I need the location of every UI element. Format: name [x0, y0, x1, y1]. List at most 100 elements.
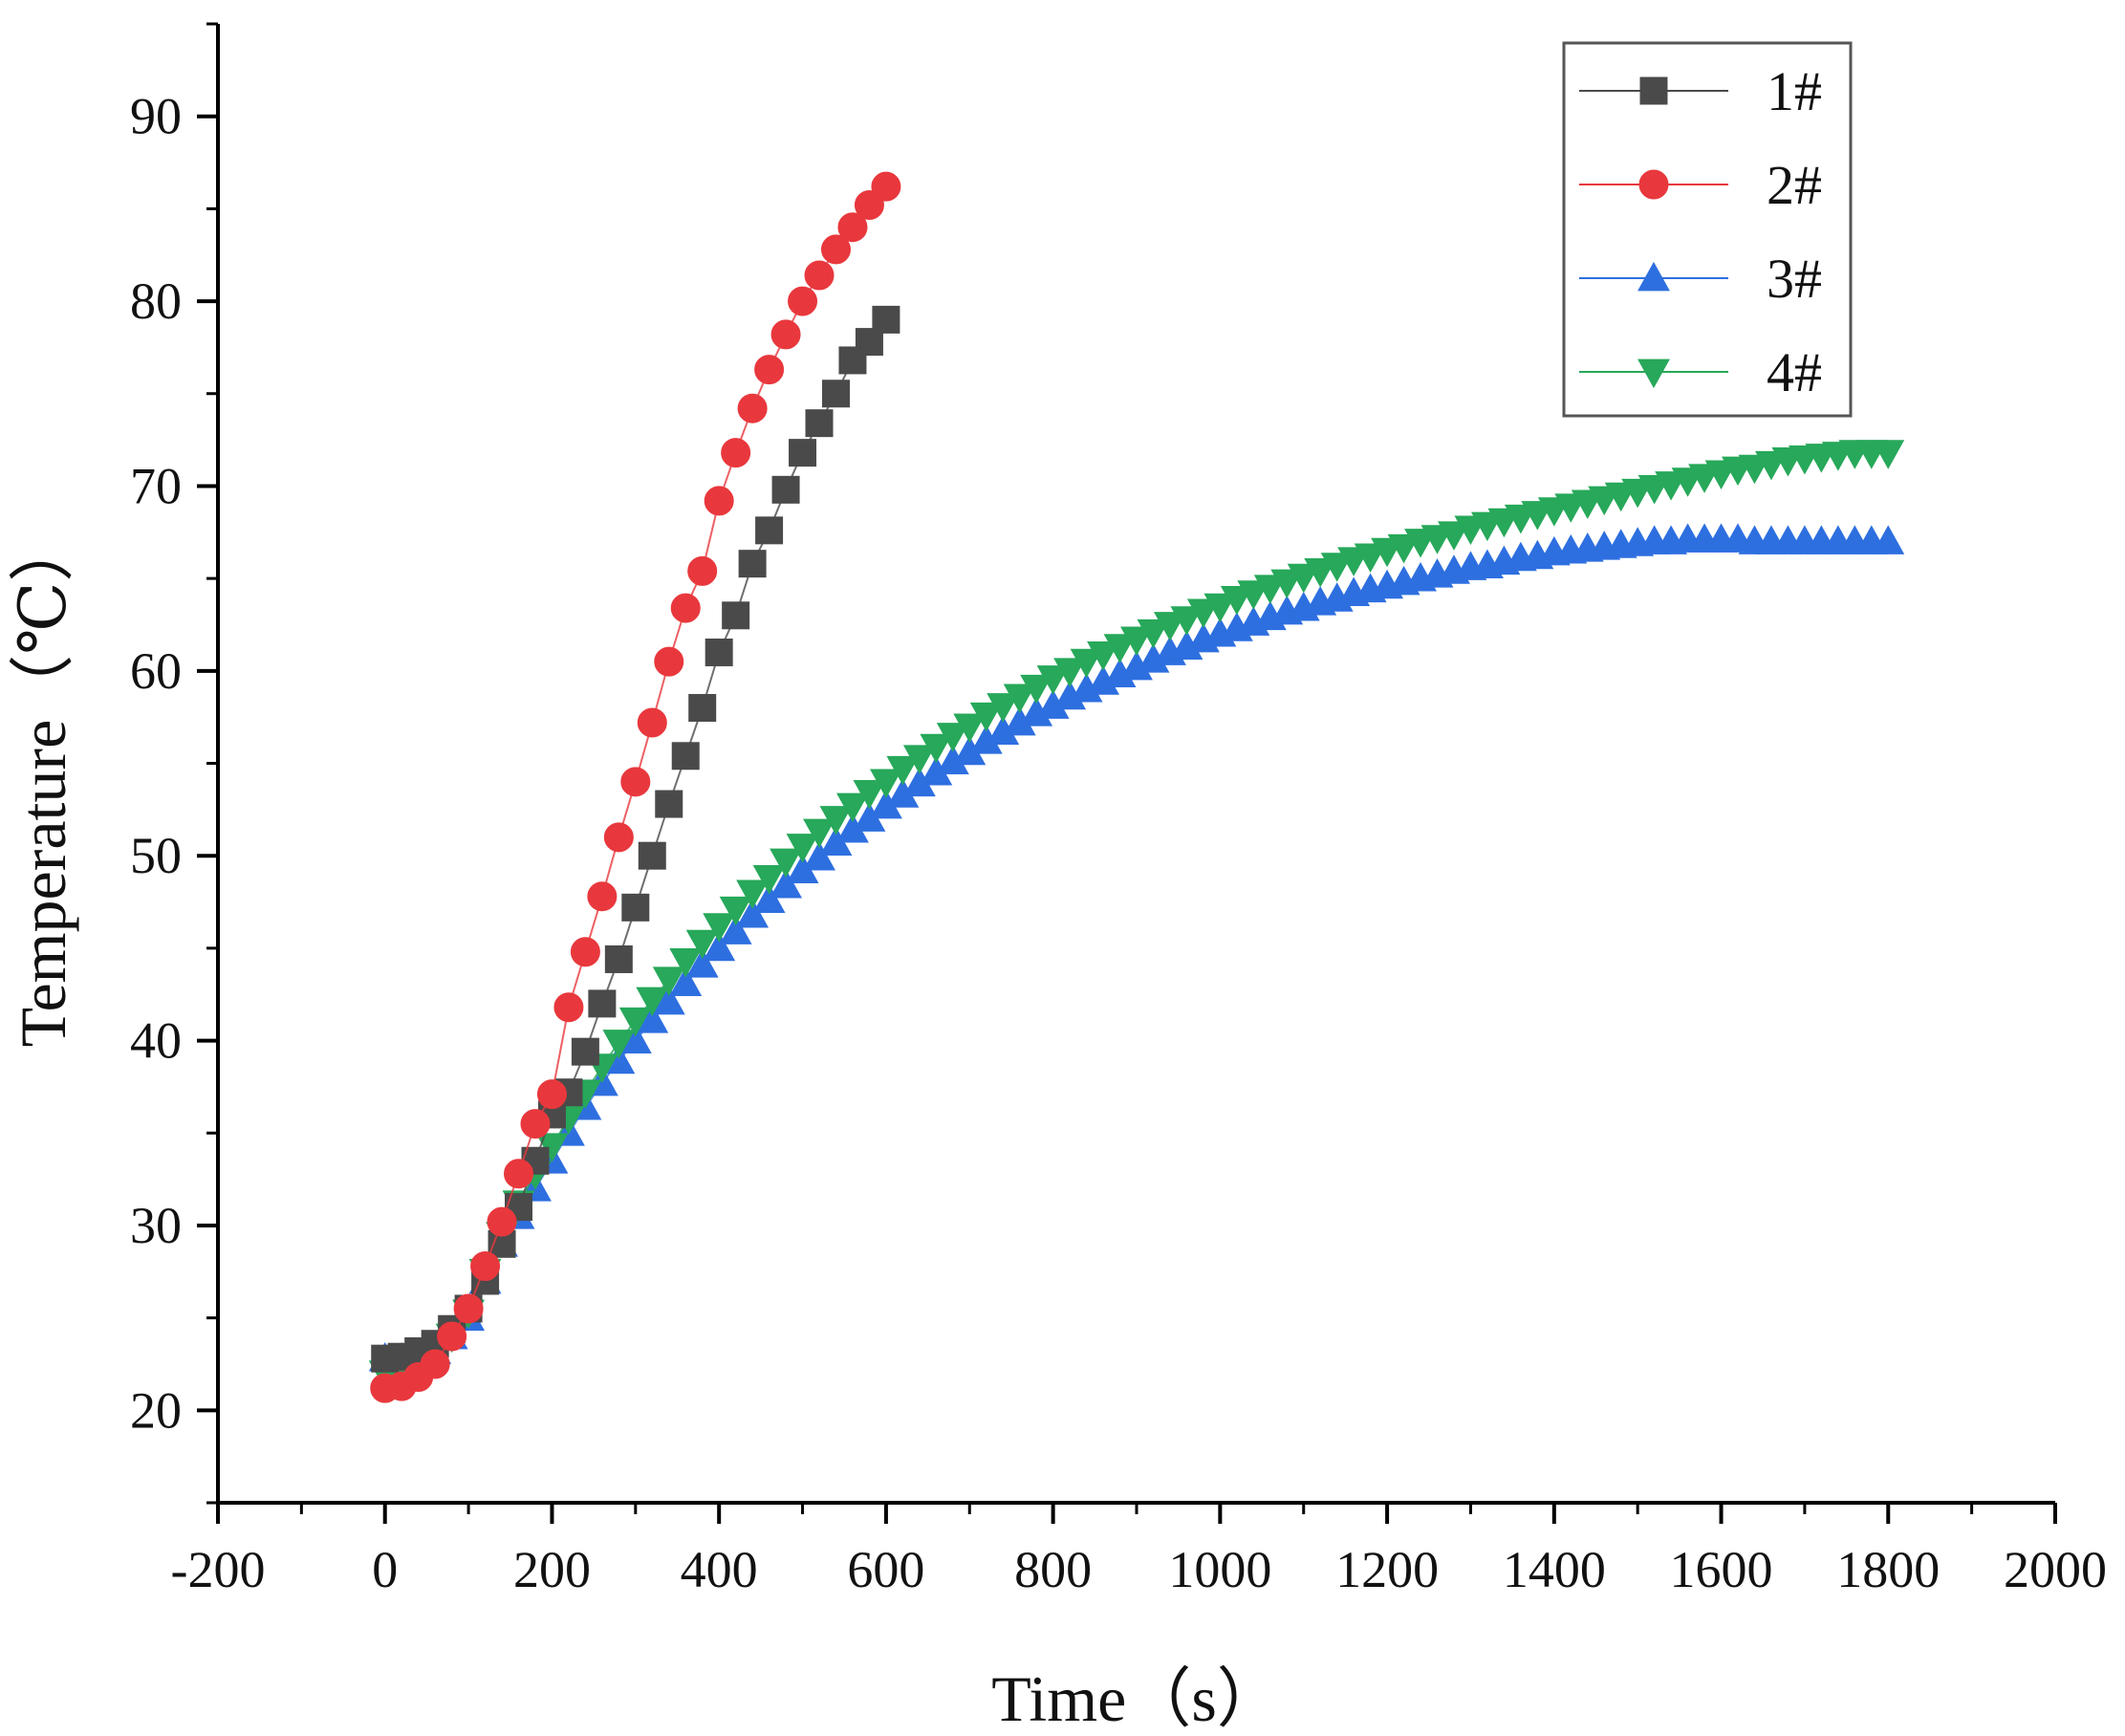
data-point — [836, 792, 869, 823]
data-point — [752, 883, 786, 913]
data-point — [588, 989, 617, 1018]
data-point — [604, 944, 633, 973]
series-2# — [370, 171, 901, 1403]
data-point — [953, 713, 987, 743]
legend-label: 3# — [1767, 248, 1822, 310]
y-tick-label: 20 — [130, 1381, 182, 1439]
legend-marker — [1637, 261, 1670, 292]
data-point — [1872, 440, 1905, 469]
y-tick-label: 40 — [130, 1012, 182, 1070]
legend-label: 4# — [1767, 341, 1822, 403]
data-point — [871, 171, 901, 202]
data-point — [1203, 593, 1237, 623]
data-point — [820, 234, 851, 265]
data-point — [652, 985, 685, 1015]
x-tick-label: 0 — [372, 1541, 398, 1598]
data-point — [789, 439, 817, 467]
x-tick-label: 200 — [513, 1541, 591, 1598]
data-point — [1120, 626, 1153, 657]
series-3# — [368, 523, 1905, 1372]
data-point — [636, 987, 669, 1017]
legend-marker — [1638, 169, 1669, 200]
data-point — [620, 767, 651, 797]
legend-item: 4# — [1579, 341, 1822, 403]
data-point — [688, 693, 717, 722]
data-point — [721, 438, 751, 468]
x-tick-label: 1000 — [1168, 1541, 1271, 1598]
data-point — [736, 879, 770, 909]
data-point — [1070, 648, 1103, 679]
data-point — [420, 1349, 450, 1379]
data-point — [571, 1037, 599, 1066]
data-point — [570, 937, 600, 967]
data-point — [805, 409, 834, 438]
x-tick-label: -200 — [171, 1541, 266, 1598]
data-point — [902, 745, 936, 774]
data-point — [669, 966, 703, 996]
data-point — [703, 913, 736, 943]
data-point — [770, 319, 801, 350]
data-point — [936, 723, 969, 752]
series-layer — [368, 171, 1905, 1403]
data-point — [719, 896, 752, 926]
data-point — [703, 931, 736, 962]
data-point — [803, 840, 835, 871]
legend-box — [1562, 41, 1853, 418]
data-point — [803, 818, 835, 849]
data-point — [603, 822, 634, 853]
series-4# — [368, 440, 1905, 1390]
data-point — [770, 868, 803, 899]
data-point — [453, 1293, 484, 1324]
legend-label: 2# — [1767, 154, 1822, 216]
data-point — [737, 393, 768, 423]
legend-item: 3# — [1579, 248, 1822, 310]
data-point — [685, 948, 719, 978]
data-point — [621, 893, 650, 922]
data-point — [536, 1079, 567, 1110]
data-point — [487, 1206, 517, 1237]
y-tick-label: 70 — [130, 457, 182, 514]
data-point — [853, 780, 886, 810]
data-point — [1053, 658, 1087, 687]
legend-item: 1# — [1579, 60, 1822, 122]
x-axis-title: Time（s） — [991, 1662, 1282, 1735]
data-point — [837, 212, 868, 243]
legend-marker — [1637, 358, 1670, 389]
data-point — [685, 929, 719, 960]
legend-label: 1# — [1767, 60, 1822, 122]
data-point — [520, 1109, 551, 1139]
data-point — [671, 742, 700, 770]
data-point — [504, 1159, 534, 1189]
data-point — [869, 769, 902, 798]
data-point — [821, 380, 850, 408]
data-point — [754, 355, 785, 385]
data-point — [553, 992, 584, 1023]
data-point — [437, 1321, 467, 1352]
data-point — [755, 516, 784, 545]
axes — [216, 24, 2055, 1505]
data-point — [669, 948, 703, 978]
data-point — [652, 966, 685, 996]
data-point — [987, 693, 1020, 723]
data-point — [637, 707, 667, 738]
data-point — [770, 848, 803, 879]
data-point — [788, 286, 818, 316]
y-tick-label: 50 — [130, 827, 182, 884]
data-point — [920, 733, 953, 764]
x-tick-label: 600 — [847, 1541, 924, 1598]
x-tick-label: 2000 — [2004, 1541, 2107, 1598]
y-tick-label: 60 — [130, 642, 182, 700]
series-line — [384, 451, 1889, 1375]
data-point — [819, 806, 853, 835]
data-point — [736, 898, 770, 928]
data-point — [886, 755, 920, 786]
data-point — [602, 1030, 636, 1059]
data-point — [587, 881, 618, 912]
y-tick-label: 90 — [130, 88, 182, 145]
tick-labels: -200 0 200 400 600 800 1000 1200 1400 1600 1800 200… — [130, 88, 2107, 1598]
data-point — [618, 1007, 652, 1037]
x-tick-label: 1400 — [1503, 1541, 1606, 1598]
data-point — [670, 593, 701, 623]
data-point — [722, 601, 750, 630]
